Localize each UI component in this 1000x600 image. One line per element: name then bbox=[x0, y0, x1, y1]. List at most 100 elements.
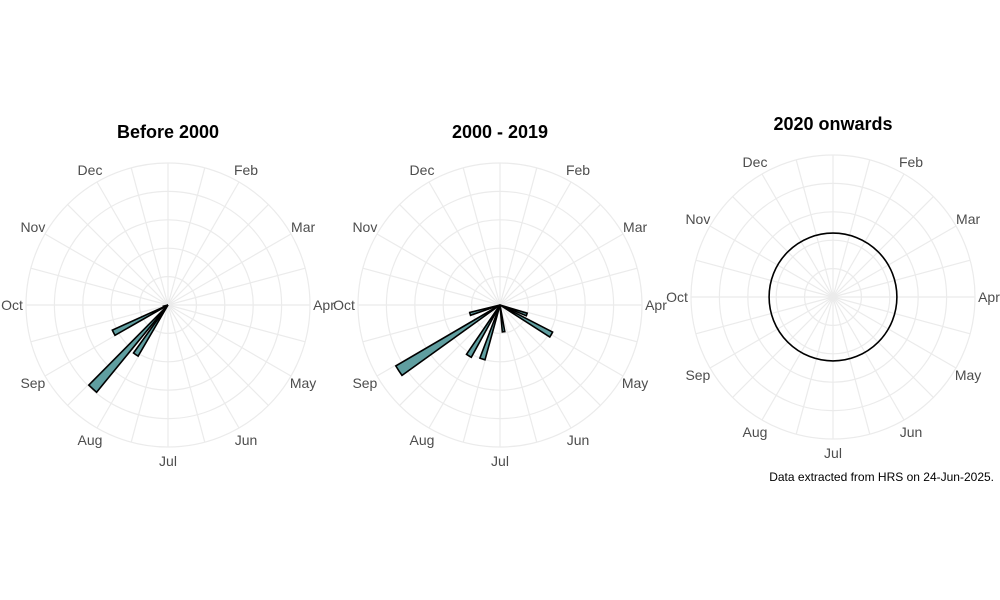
grid-spoke bbox=[832, 196, 934, 298]
grid-spoke bbox=[428, 181, 501, 306]
grid-spoke bbox=[167, 304, 306, 343]
month-label-nov: Nov bbox=[20, 219, 45, 235]
grid-spoke bbox=[832, 296, 934, 398]
data-source-caption: Data extracted from HRS on 24-Jun-2025. bbox=[769, 470, 994, 484]
grid-spoke bbox=[499, 304, 572, 429]
grid-spoke bbox=[832, 296, 971, 335]
month-label-mar: Mar bbox=[623, 219, 647, 235]
grid-spoke bbox=[376, 233, 501, 306]
month-label-apr: Apr bbox=[645, 297, 667, 313]
grid-spoke bbox=[832, 296, 871, 435]
grid-spoke bbox=[499, 267, 638, 306]
grid-spoke bbox=[832, 259, 971, 298]
grid-spoke bbox=[399, 304, 501, 406]
grid-spoke bbox=[761, 173, 834, 298]
month-label-sep: Sep bbox=[20, 375, 45, 391]
panel-title: Before 2000 bbox=[117, 122, 219, 142]
month-label-may: May bbox=[290, 375, 316, 391]
panel-title: 2020 onwards bbox=[773, 114, 892, 134]
month-label-nov: Nov bbox=[352, 219, 377, 235]
month-label-nov: Nov bbox=[685, 211, 710, 227]
grid-spoke bbox=[832, 159, 871, 298]
grid-spoke bbox=[499, 233, 624, 306]
grid-spoke bbox=[44, 233, 169, 306]
polar-bar bbox=[394, 304, 501, 377]
month-label-may: May bbox=[622, 375, 648, 391]
grid-spoke bbox=[167, 304, 269, 406]
grid-spoke bbox=[695, 259, 834, 298]
grid-spoke bbox=[462, 167, 501, 306]
grid-spoke bbox=[832, 225, 957, 298]
month-label-jul: Jul bbox=[491, 453, 509, 469]
grid-spoke bbox=[96, 181, 169, 306]
month-label-jul: Jul bbox=[824, 445, 842, 461]
reference-circle bbox=[768, 232, 898, 362]
month-label-apr: Apr bbox=[978, 289, 1000, 305]
grid-spoke bbox=[795, 159, 834, 298]
grid-spoke bbox=[709, 225, 834, 298]
month-label-dec: Dec bbox=[743, 154, 768, 170]
grid-spoke bbox=[167, 304, 206, 443]
grid-spoke bbox=[695, 296, 834, 335]
month-label-sep: Sep bbox=[352, 375, 377, 391]
month-label-feb: Feb bbox=[899, 154, 923, 170]
month-label-aug: Aug bbox=[743, 424, 768, 440]
month-label-oct: Oct bbox=[666, 289, 688, 305]
month-label-dec: Dec bbox=[78, 162, 103, 178]
month-label-sep: Sep bbox=[685, 367, 710, 383]
month-label-aug: Aug bbox=[78, 432, 103, 448]
grid-spoke bbox=[30, 267, 169, 306]
polar-bar bbox=[465, 304, 501, 359]
grid-spoke bbox=[167, 267, 306, 306]
month-label-may: May bbox=[955, 367, 981, 383]
grid-spoke bbox=[67, 204, 169, 306]
polar-bar bbox=[468, 304, 501, 317]
grid-spoke bbox=[167, 304, 292, 377]
polar-panel-1: Before 2000 Dec Feb Mar Apr May Jun Jul Aug Sep Oc… bbox=[1, 122, 335, 469]
grid-spoke bbox=[732, 296, 834, 398]
month-label-jul: Jul bbox=[159, 453, 177, 469]
grid-spoke bbox=[499, 167, 538, 306]
polar-bar bbox=[499, 304, 506, 333]
polar-bar bbox=[132, 304, 169, 358]
month-label-feb: Feb bbox=[566, 162, 590, 178]
grid-spoke bbox=[761, 296, 834, 421]
grid-spoke bbox=[499, 304, 601, 406]
panel-title: 2000 - 2019 bbox=[452, 122, 548, 142]
month-label-oct: Oct bbox=[1, 297, 23, 313]
grid-spoke bbox=[167, 304, 240, 429]
polar-bar bbox=[499, 304, 554, 339]
grid-spoke bbox=[167, 204, 269, 306]
polar-panel-3: 2020 onwards Dec Feb Mar Apr May Jun Jul Aug Sep O… bbox=[666, 114, 1000, 461]
month-label-dec: Dec bbox=[410, 162, 435, 178]
grid-spoke bbox=[832, 296, 957, 369]
polar-bar bbox=[162, 304, 169, 308]
polar-panel-2: 2000 - 2019 Dec Feb Mar Apr May Jun Jul Aug Sep Oc… bbox=[333, 122, 667, 469]
grid-spoke bbox=[167, 167, 206, 306]
grid-spoke bbox=[362, 267, 501, 306]
polar-bar bbox=[111, 304, 169, 337]
month-label-jun: Jun bbox=[235, 432, 258, 448]
grid-spoke bbox=[732, 196, 834, 298]
grid-spoke bbox=[499, 181, 572, 306]
grid-spoke bbox=[499, 204, 601, 306]
month-label-jun: Jun bbox=[567, 432, 590, 448]
month-label-jun: Jun bbox=[900, 424, 923, 440]
month-label-apr: Apr bbox=[313, 297, 335, 313]
grid-spoke bbox=[795, 296, 834, 435]
month-label-mar: Mar bbox=[291, 219, 315, 235]
grid-spoke bbox=[167, 181, 240, 306]
grid-spoke bbox=[832, 296, 905, 421]
grid-spoke bbox=[30, 304, 169, 343]
polar-bar bbox=[478, 304, 501, 361]
month-label-feb: Feb bbox=[234, 162, 258, 178]
grid-spoke bbox=[130, 167, 169, 306]
grid-spoke bbox=[832, 173, 905, 298]
month-label-mar: Mar bbox=[956, 211, 980, 227]
grid-spoke bbox=[167, 233, 292, 306]
grid-spoke bbox=[130, 304, 169, 443]
grid-spoke bbox=[709, 296, 834, 369]
grid-spoke bbox=[399, 204, 501, 306]
month-label-aug: Aug bbox=[410, 432, 435, 448]
